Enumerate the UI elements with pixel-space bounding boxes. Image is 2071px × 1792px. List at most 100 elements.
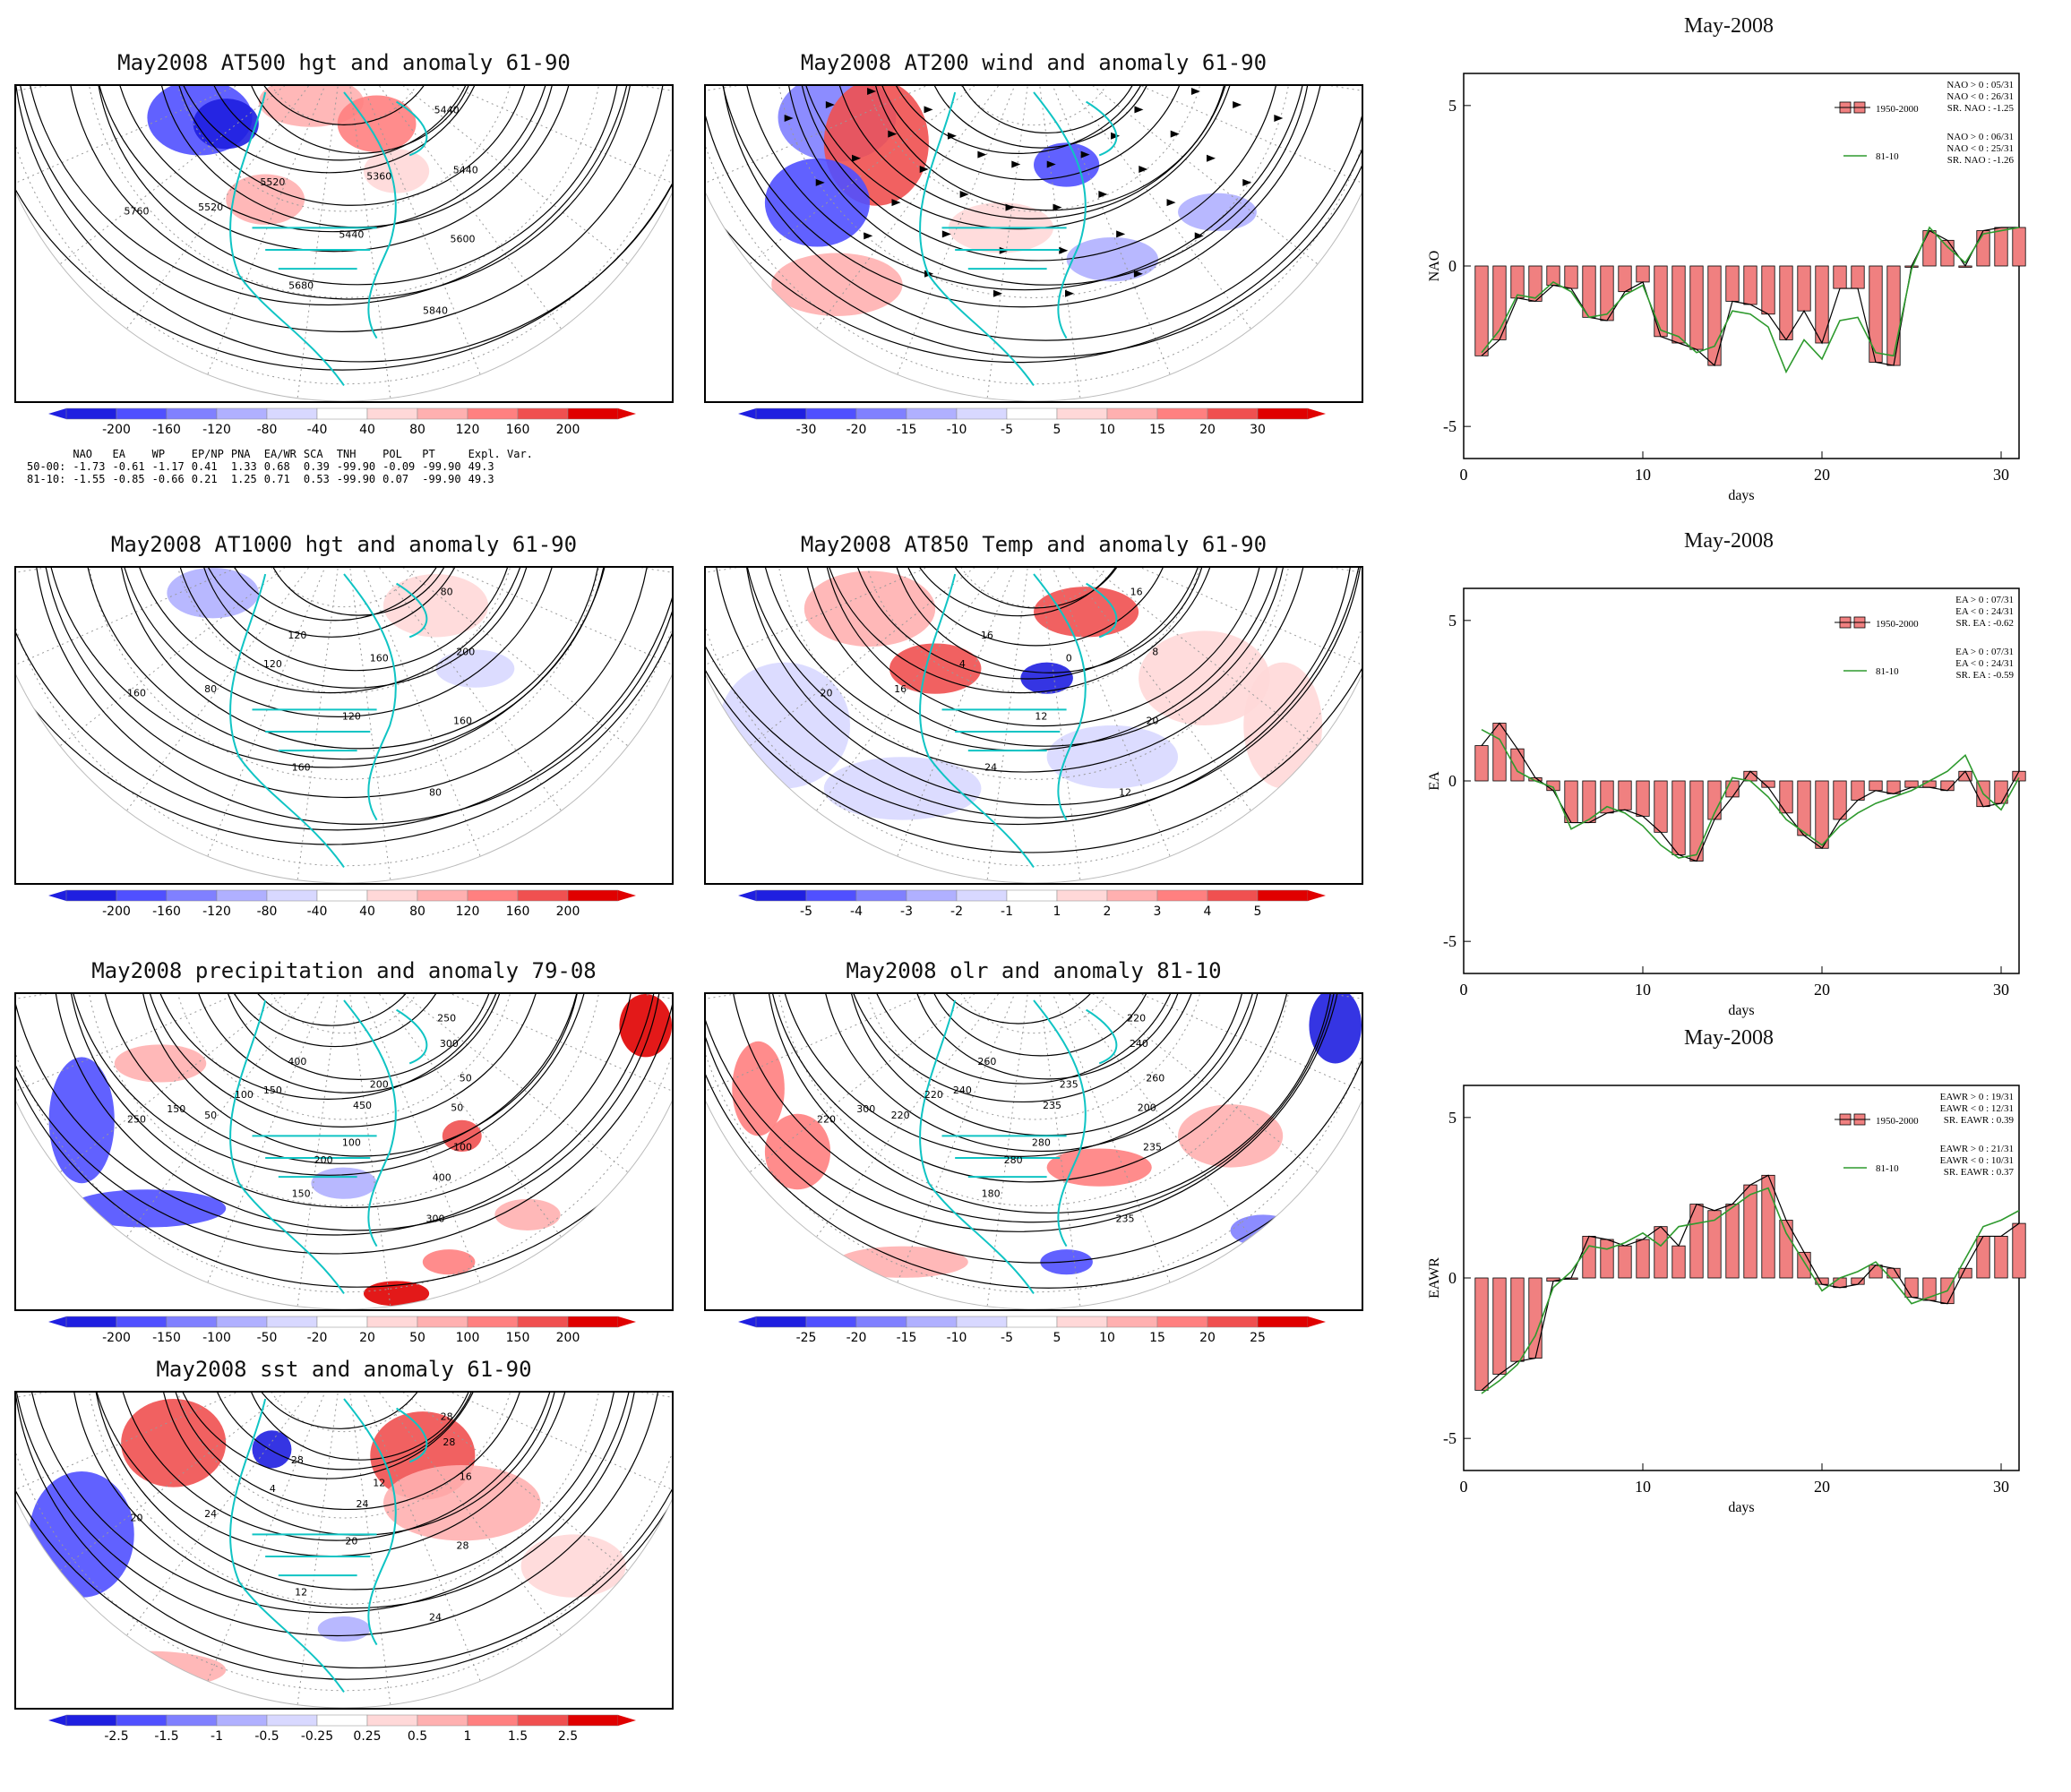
teleconnection-table: NAO EA WP EP/NP PNA EA/WR SCA TNH POL PT Expl. Var… xyxy=(23,448,537,485)
contour-line xyxy=(924,994,1157,1057)
contour-label: 220 xyxy=(817,1114,836,1126)
contour-label: 24 xyxy=(357,1498,369,1510)
contour-line xyxy=(243,1393,477,1461)
longitude-gridline xyxy=(1033,568,1319,747)
wind-arrow xyxy=(1194,232,1204,240)
contour-label: 160 xyxy=(453,716,472,727)
longitude-gridline xyxy=(749,568,1035,747)
contour-line xyxy=(16,568,672,845)
contour-label: 235 xyxy=(1143,1142,1162,1153)
longitude-gridline xyxy=(706,86,1035,185)
wind-arrow xyxy=(1059,246,1069,254)
contour-label: 50 xyxy=(451,1102,463,1114)
map-plot: 16 0 4 8 12 16 20 24 20 12 16 xyxy=(706,568,1362,883)
anomaly-shade xyxy=(1309,994,1362,1064)
colorbar-swatch xyxy=(1106,1316,1158,1328)
colorbar: -200 -160 -120 -80 -40 40 80 120 160 200 xyxy=(48,407,636,439)
colorbar-tick-label: -40 xyxy=(307,423,328,437)
anomaly-shade xyxy=(68,1651,227,1689)
contour-label: 5840 xyxy=(423,305,448,317)
colorbar-swatch xyxy=(366,1714,418,1727)
contour-line xyxy=(115,1393,558,1541)
bar xyxy=(1474,745,1489,782)
contour-line xyxy=(116,568,560,717)
bar xyxy=(1636,265,1650,283)
colorbar-arrow-high xyxy=(1308,890,1326,901)
contour-line xyxy=(922,994,1114,1025)
colorbar-swatch xyxy=(116,1714,168,1727)
colorbar-swatch xyxy=(266,1714,318,1727)
table-cell: 0.39 xyxy=(303,460,330,473)
colorbar-tick-label: 1 xyxy=(464,1729,472,1744)
bar xyxy=(1994,227,2008,267)
colorbar-swatch xyxy=(567,1714,619,1727)
colorbar-swatch xyxy=(116,889,168,902)
longitude-gridline xyxy=(986,86,1035,399)
bar xyxy=(1869,780,1883,792)
legend-bar-stat: EA > 0 : 07/31 xyxy=(1955,595,2014,605)
colorbar-tick-label: -200 xyxy=(102,905,131,919)
legend-line-stat: EA < 0 : 24/31 xyxy=(1955,658,2014,669)
bar xyxy=(1618,780,1632,810)
contour-line xyxy=(190,994,508,1093)
contour-line xyxy=(94,86,622,286)
colorbar-swatch xyxy=(166,1714,218,1727)
bar xyxy=(1725,780,1740,798)
colorbar-swatch xyxy=(1207,407,1259,420)
bar xyxy=(1743,1184,1757,1279)
contour-line xyxy=(743,568,1354,806)
contour-label: 12 xyxy=(373,1477,385,1488)
contour-label: 235 xyxy=(1060,1078,1078,1090)
colorbar-swatch xyxy=(166,1316,218,1328)
contour-line xyxy=(82,568,609,760)
colorbar-tick-label: 80 xyxy=(409,423,425,437)
table-cell: -1.17 xyxy=(151,460,185,473)
anomaly-shade xyxy=(258,86,364,127)
anomaly-shade xyxy=(1046,725,1179,789)
table-cell: -0.61 xyxy=(112,460,145,473)
colorbar-tick-label: 4 xyxy=(1204,905,1212,919)
bar xyxy=(1833,265,1847,289)
table-cell: 0.41 xyxy=(191,460,218,473)
longitude-gridline xyxy=(1033,86,1362,185)
contour-line xyxy=(193,568,469,638)
colorbar-swatch xyxy=(316,889,368,902)
map-title: May2008 sst and anomaly 61-90 xyxy=(156,1357,532,1382)
colorbar-swatch xyxy=(906,407,958,420)
colorbar-swatch xyxy=(1156,1316,1208,1328)
table-cell: -0.85 xyxy=(112,473,145,485)
contour-line xyxy=(16,1393,672,1669)
colorbar-swatch xyxy=(805,407,857,420)
table-row: 50-00: -1.73 -0.61 -1.17 0.41 1.33 0.68 0.39 -99… xyxy=(23,460,537,473)
longitude-gridline xyxy=(126,1393,345,1636)
contour-line xyxy=(218,994,452,1048)
anomaly-shade xyxy=(311,1167,377,1199)
anomaly-shade xyxy=(1034,142,1100,187)
contour-line xyxy=(16,568,672,831)
bar xyxy=(2012,227,2026,267)
x-tick-label: 30 xyxy=(1993,981,2009,999)
map-panel-prcp: May2008 precipitation and anomaly 79-08 2… xyxy=(14,958,674,1393)
colorbar-tick-label: -15 xyxy=(897,423,917,437)
colorbar-tick-label: -2.5 xyxy=(104,1729,128,1744)
contour-line xyxy=(52,994,663,1231)
contour-line xyxy=(706,994,1362,1264)
wind-arrow xyxy=(1166,199,1176,207)
contour-line xyxy=(924,86,1157,149)
contour-label: 120 xyxy=(263,658,282,670)
contour-label: 150 xyxy=(292,1188,311,1199)
y-tick-label: 0 xyxy=(1448,1269,1457,1287)
colorbar-tick-label: -120 xyxy=(202,905,231,919)
anomaly-shade xyxy=(1139,630,1270,725)
colorbar-tick-label: -1 xyxy=(1001,905,1013,919)
colorbar-swatch xyxy=(417,889,468,902)
table-cell: -99.90 xyxy=(422,473,461,485)
colorbar-swatch xyxy=(366,407,418,420)
anomaly-shade xyxy=(1066,236,1159,282)
contour-label: 400 xyxy=(288,1056,306,1067)
bar xyxy=(1689,265,1704,350)
colorbar-svg: -200 -160 -120 -80 -40 40 80 120 160 200 xyxy=(48,407,636,437)
colorbar-swatch xyxy=(1006,407,1058,420)
contour-label: 16 xyxy=(894,683,907,695)
map-plot: 5440 5360 5520 5440 5440 5520 5600 5680 5760 5840 xyxy=(16,86,672,401)
